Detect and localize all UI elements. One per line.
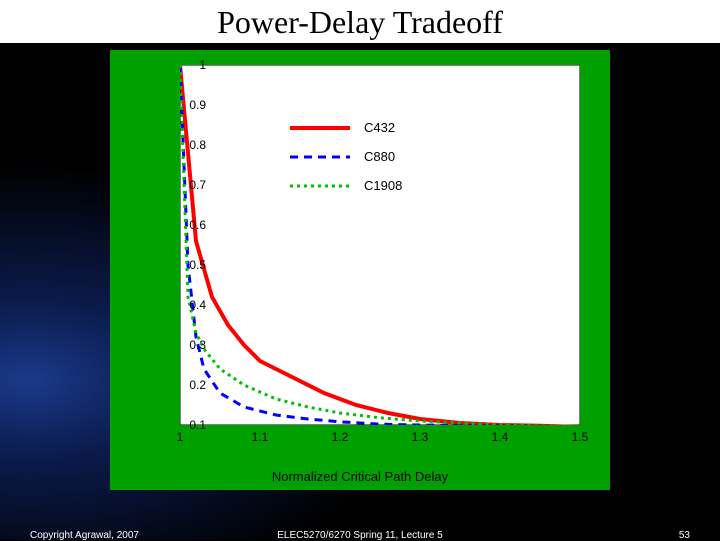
series-C1908 [180,65,580,425]
x-tick: 1 [177,430,184,444]
x-tick: 1.4 [492,430,509,444]
legend-swatch [290,181,350,191]
chart-panel: Normalized Leakage Power Normalized Crit… [110,50,610,490]
legend-swatch [290,152,350,162]
y-tick: 0.2 [176,378,206,392]
x-axis-label: Normalized Critical Path Delay [272,469,448,484]
series-C432 [180,65,580,425]
y-tick: 0.7 [176,178,206,192]
y-tick: 0.8 [176,138,206,152]
slide-title: Power-Delay Tradeoff [0,0,720,43]
legend-row: C432 [290,120,402,135]
y-tick: 0.6 [176,218,206,232]
series-C880 [180,65,580,425]
y-tick: 1 [176,58,206,72]
x-tick: 1.1 [252,430,269,444]
x-tick: 1.3 [412,430,429,444]
legend-swatch [290,123,350,133]
y-tick: 0.4 [176,298,206,312]
x-tick: 1.5 [572,430,589,444]
y-tick: 0.9 [176,98,206,112]
legend: C432 C880 C1908 [290,120,402,207]
y-tick: 0.5 [176,258,206,272]
footer-page-number: 53 [679,530,690,541]
y-tick: 0.3 [176,338,206,352]
chart-svg [180,65,580,425]
footer-copyright: Copyright Agrawal, 2007 [30,530,139,541]
legend-label: C880 [364,149,395,164]
footer-course: ELEC5270/6270 Spring 11, Lecture 5 [277,530,443,541]
legend-label: C1908 [364,178,402,193]
legend-row: C880 [290,149,402,164]
legend-row: C1908 [290,178,402,193]
x-tick: 1.2 [332,430,349,444]
plot-area [180,65,580,425]
legend-label: C432 [364,120,395,135]
